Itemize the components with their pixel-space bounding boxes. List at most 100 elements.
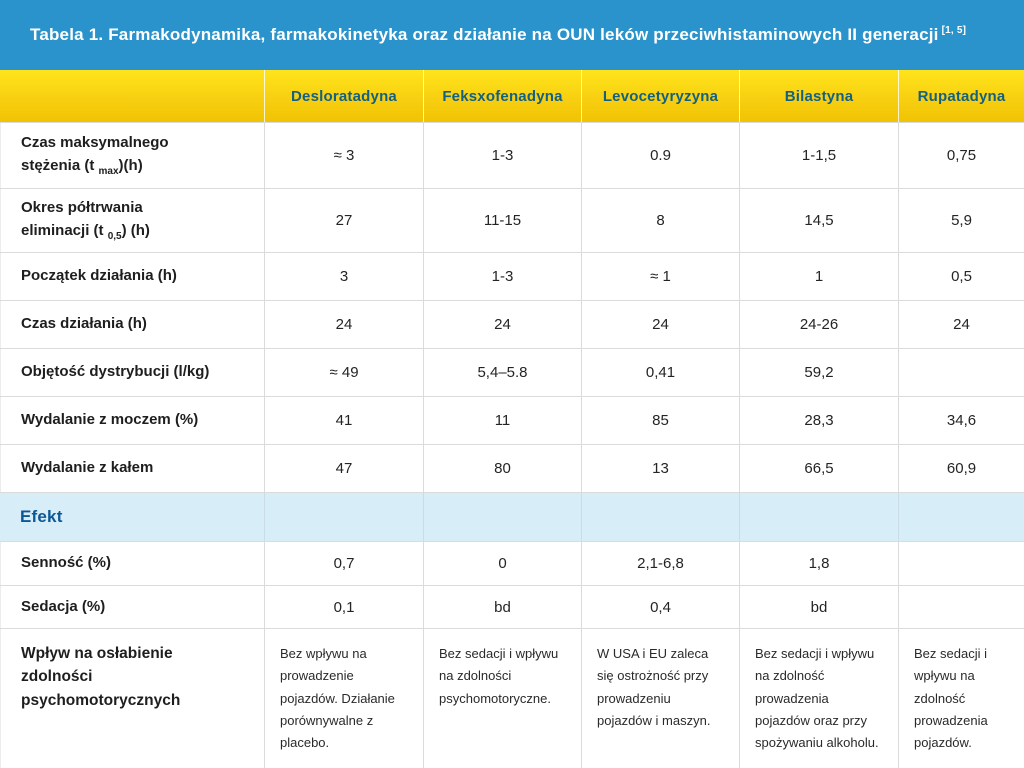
value-wplyw-na-oslabienie-zdolnosci-psychomotorycznych-feksxofenadyna: Bez sedacji i wpływu na zdolności psycho… (424, 629, 582, 768)
value-objetosc-dystrybucji-desloratadyna: ≈ 49 (265, 349, 424, 396)
row-label-czas-maksymalnego-stezenia: Czas maksymalnego stężenia (t max)(h) (0, 123, 265, 188)
row-label-line: psychomotorycznych (21, 691, 181, 709)
value-wydalanie-z-kalem-levocetyryzyna: 13 (582, 445, 740, 492)
row-label-line: Czas maksymalnego (21, 134, 169, 152)
value-wplyw-na-oslabienie-zdolnosci-psychomotorycznych-bilastyna: Bez sedacji i wpływu na zdolność prowadz… (740, 629, 899, 768)
table-row-okres-poltrwania-eliminacji: Okres półtrwania eliminacji (t 0,5) (h) 27… (0, 188, 1024, 252)
value-okres-poltrwania-eliminacji-rupatadyna: 5,9 (951, 212, 972, 229)
value-sedacja-desloratadyna: 0,1 (265, 586, 424, 628)
value-poczatek-dzialania-levocetyryzyna: ≈ 1 (582, 253, 740, 300)
column-header-bilastyna: Bilastyna (740, 70, 899, 122)
section-empty-cell (899, 493, 1024, 541)
value-objetosc-dystrybucji-bilastyna: 59,2 (740, 349, 899, 396)
value-sedacja-bilastyna: bd (740, 586, 899, 628)
row-label-czas-dzialania: Czas działania (h) (0, 301, 265, 348)
row-label-objetosc-dystrybucji: Objętość dystrybucji (l/kg) (0, 349, 265, 396)
value-wplyw-na-oslabienie-zdolnosci-psychomotorycznych-desloratadyna: Bez wpływu na prowadzenie pojazdów. Dzia… (265, 629, 424, 768)
row-label-line: Okres półtrwania (21, 199, 143, 217)
row-label-line: Objętość dystrybucji (l/kg) (21, 363, 210, 381)
value-czas-dzialania-desloratadyna: 24 (265, 301, 424, 348)
row-label-line: Wydalanie z kałem (21, 459, 154, 477)
value-objetosc-dystrybucji-feksxofenadyna: 5,4–5.8 (424, 349, 582, 396)
table-row-czas-dzialania: Czas działania (h) 24 24 24 24-26 24 (0, 300, 1024, 348)
value-czas-maksymalnego-stezenia-feksxofenadyna: 1-3 (424, 123, 582, 188)
row-label-line: eliminacji (t 0,5) (h) (21, 221, 150, 242)
table-row-wplyw-na-oslabienie-zdolnosci-psychomotorycznych: Wpływ na osłabienie zdolności psychomotor… (0, 628, 1024, 768)
row-label-sedacja: Sedacja (%) (0, 586, 265, 628)
row-label-line: Sedacja (%) (21, 597, 106, 615)
value-sedacja-rupatadyna (899, 586, 1024, 628)
subscript: max (98, 165, 119, 177)
value-poczatek-dzialania-feksxofenadyna: 1-3 (424, 253, 582, 300)
section-empty-cell (265, 493, 424, 541)
value-wydalanie-z-moczem-feksxofenadyna: 11 (424, 397, 582, 444)
value-okres-poltrwania-eliminacji-desloratadyna: 27 (265, 189, 424, 252)
table-header-row: Desloratadyna Feksxofenadyna Levocetyryzyn… (0, 70, 1024, 122)
value-czas-maksymalnego-stezenia-desloratadyna: ≈ 3 (265, 123, 424, 188)
row-label-line: Wydalanie z moczem (%) (21, 411, 199, 429)
page-title: Tabela 1. Farmakodynamika, farmakokinety… (30, 25, 966, 45)
row-label-line: Senność (%) (21, 554, 112, 572)
value-czas-dzialania-levocetyryzyna: 24 (582, 301, 740, 348)
citation-superscript: [1, 5] (941, 25, 967, 37)
table-title-bar: Tabela 1. Farmakodynamika, farmakokinety… (0, 0, 1024, 70)
value-sennosc-desloratadyna: 0,7 (265, 542, 424, 585)
value-okres-poltrwania-eliminacji-levocetyryzyna: 8 (582, 189, 740, 252)
column-header-desloratadyna: Desloratadyna (265, 70, 424, 122)
antihistamines-table: Desloratadyna Feksxofenadyna Levocetyryzyn… (0, 70, 1024, 768)
row-label-line: Czas działania (h) (21, 315, 147, 333)
section-empty-cell (740, 493, 899, 541)
column-header-feksxofenadyna: Feksxofenadyna (424, 70, 582, 122)
column-header-levocetyryzyna: Levocetyryzyna (582, 70, 740, 122)
value-wplyw-na-oslabienie-zdolnosci-psychomotorycznych-rupatadyna: Bez sedacji i wpływu na zdolność prowadz… (914, 646, 988, 751)
table-row-poczatek-dzialania: Początek działania (h) 3 1-3 ≈ 1 1 0,5 (0, 252, 1024, 300)
table-row-sedacja: Sedacja (%) 0,1 bd 0,4 bd (0, 585, 1024, 628)
table-row-sennosc: Senność (%) 0,7 0 2,1-6,8 1,8 (0, 541, 1024, 585)
value-czas-maksymalnego-stezenia-bilastyna: 1-1,5 (740, 123, 899, 188)
row-label-poczatek-dzialania: Początek działania (h) (0, 253, 265, 300)
value-objetosc-dystrybucji-rupatadyna (899, 349, 1024, 396)
value-sennosc-levocetyryzyna: 2,1-6,8 (582, 542, 740, 585)
row-label-wplyw-na-oslabienie-zdolnosci-psychomotorycznych: Wpływ na osłabienie zdolności psychomotor… (0, 629, 265, 768)
row-label-line: stężenia (t max)(h) (21, 156, 143, 177)
value-wydalanie-z-moczem-bilastyna: 28,3 (740, 397, 899, 444)
value-czas-dzialania-feksxofenadyna: 24 (424, 301, 582, 348)
value-wydalanie-z-kalem-feksxofenadyna: 80 (424, 445, 582, 492)
row-label-okres-poltrwania-eliminacji: Okres półtrwania eliminacji (t 0,5) (h) (0, 189, 265, 252)
value-poczatek-dzialania-desloratadyna: 3 (265, 253, 424, 300)
row-label-line: Wpływ na osłabienie zdolności (21, 645, 173, 686)
section-empty-cell (424, 493, 582, 541)
value-poczatek-dzialania-bilastyna: 1 (740, 253, 899, 300)
section-empty-cell (582, 493, 740, 541)
value-okres-poltrwania-eliminacji-bilastyna: 14,5 (740, 189, 899, 252)
value-wydalanie-z-kalem-bilastyna: 66,5 (740, 445, 899, 492)
value-wydalanie-z-moczem-levocetyryzyna: 85 (582, 397, 740, 444)
value-wydalanie-z-moczem-desloratadyna: 41 (265, 397, 424, 444)
value-czas-maksymalnego-stezenia-rupatadyna: 0,75 (946, 147, 977, 164)
value-czas-dzialania-rupatadyna: 24 (953, 316, 970, 333)
value-wplyw-na-oslabienie-zdolnosci-psychomotorycznych-levocetyryzyna: W USA i EU zaleca się ostrożność przy pr… (582, 629, 740, 768)
value-wydalanie-z-kalem-desloratadyna: 47 (265, 445, 424, 492)
row-label-wydalanie-z-moczem: Wydalanie z moczem (%) (0, 397, 265, 444)
value-sedacja-levocetyryzyna: 0,4 (582, 586, 740, 628)
header-corner-cell (0, 70, 265, 122)
row-label-wydalanie-z-kalem: Wydalanie z kałem (0, 445, 265, 492)
table-row-wydalanie-z-moczem: Wydalanie z moczem (%) 41 11 85 28,3 34,6 (0, 396, 1024, 444)
value-wydalanie-z-kalem-rupatadyna: 60,9 (946, 460, 977, 477)
value-sedacja-feksxofenadyna: bd (424, 586, 582, 628)
row-label-sennosc: Senność (%) (0, 542, 265, 585)
table-row-objetosc-dystrybucji: Objętość dystrybucji (l/kg) ≈ 49 5,4–5.8 0,… (0, 348, 1024, 396)
value-wydalanie-z-moczem-rupatadyna: 34,6 (946, 412, 977, 429)
subscript: 0,5 (107, 230, 122, 242)
section-label: Efekt (0, 493, 265, 541)
column-header-rupatadyna: Rupatadyna (917, 87, 1006, 105)
section-row-efekt: Efekt (0, 492, 1024, 541)
value-poczatek-dzialania-rupatadyna: 0,5 (951, 268, 972, 285)
value-okres-poltrwania-eliminacji-feksxofenadyna: 11-15 (424, 189, 582, 252)
value-sennosc-feksxofenadyna: 0 (424, 542, 582, 585)
table-row-wydalanie-z-kalem: Wydalanie z kałem 47 80 13 66,5 60,9 (0, 444, 1024, 492)
value-czas-maksymalnego-stezenia-levocetyryzyna: 0.9 (582, 123, 740, 188)
value-sennosc-rupatadyna (899, 542, 1024, 585)
value-czas-dzialania-bilastyna: 24-26 (740, 301, 899, 348)
